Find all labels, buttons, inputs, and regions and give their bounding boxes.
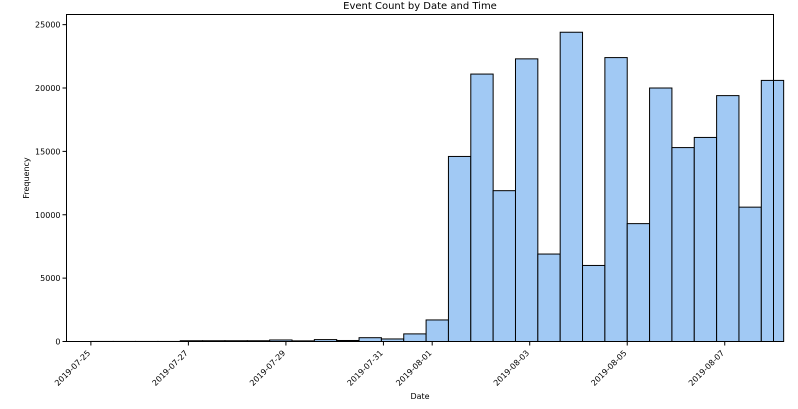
x-tick-label: 2019-08-03 (492, 349, 531, 388)
plot-frame (66, 14, 774, 342)
x-axis-label: Date (410, 392, 429, 401)
histogram-bar (582, 264, 606, 342)
y-tick-label: 25000 (35, 21, 60, 30)
histogram-bar (514, 58, 539, 342)
histogram-bar (760, 79, 785, 342)
histogram-bar (693, 136, 718, 342)
y-axis: 0 5000 10000 15000 20000 25000 (35, 21, 67, 347)
y-tick-label: 10000 (35, 211, 60, 220)
y-tick-label: 5000 (40, 274, 60, 283)
histogram-bar (559, 31, 584, 343)
x-tick-label: 2019-07-31 (346, 349, 385, 388)
histogram-bar (358, 337, 382, 342)
histogram-bar (738, 206, 762, 342)
histogram-bar (470, 73, 494, 343)
histogram-bar (537, 253, 561, 342)
x-tick-label: 2019-08-05 (589, 349, 628, 388)
histogram-bar (626, 223, 651, 343)
x-axis: 2019-07-25 2019-07-27 2019-07-29 2019-07-31… (53, 341, 726, 388)
y-tick-label: 0 (55, 338, 60, 347)
x-tick-label: 2019-07-27 (151, 349, 190, 388)
chart-title: Event Count by Date and Time (343, 1, 497, 12)
x-tick-label: 2019-07-29 (248, 349, 287, 388)
x-tick-label: 2019-08-07 (687, 349, 726, 388)
histogram-bar (492, 190, 516, 342)
x-tick-label: 2019-07-25 (53, 349, 92, 388)
histogram-bar (604, 57, 628, 343)
histogram-bar (649, 87, 673, 342)
histogram-bar (671, 147, 695, 342)
y-axis-label: Frequency (22, 157, 31, 199)
histogram-bar (447, 155, 472, 342)
x-tick-label: 2019-08-01 (394, 349, 433, 388)
bars-layer (90, 31, 785, 343)
y-tick-label: 15000 (35, 147, 60, 156)
histogram-bar (425, 319, 449, 343)
y-tick-label: 20000 (35, 84, 60, 93)
histogram-bar (403, 333, 427, 343)
histogram-bar (716, 95, 740, 343)
